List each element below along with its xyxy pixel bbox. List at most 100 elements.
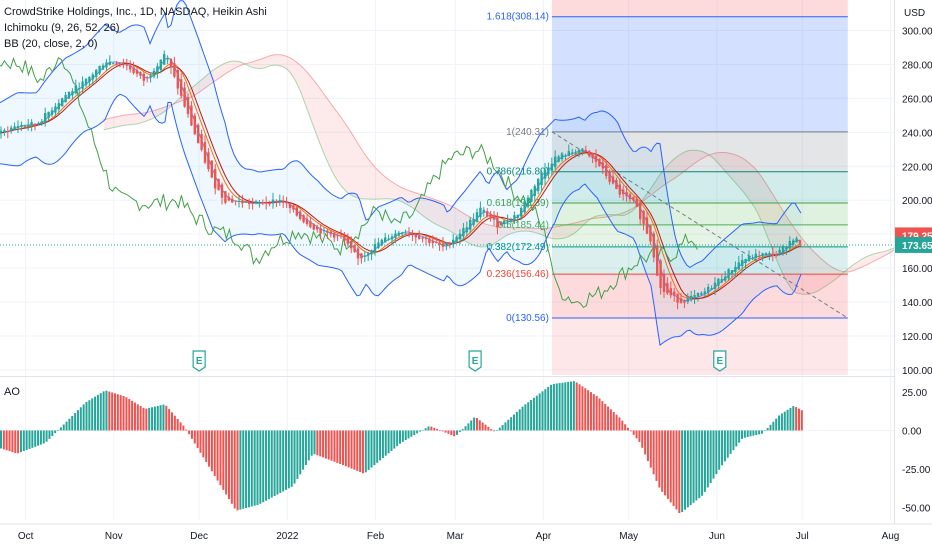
ao-bar <box>635 430 638 439</box>
candle-body <box>676 293 679 303</box>
ao-bar <box>595 395 598 431</box>
candle-body <box>441 243 445 247</box>
symbol-title[interactable]: CrowdStrike Holdings, Inc., 1D, NASDAQ, … <box>4 6 267 18</box>
ao-bar <box>783 411 786 431</box>
x-tick-label: Oct <box>18 531 34 542</box>
ao-bar <box>587 390 590 431</box>
candle-body <box>98 65 101 74</box>
candle-body <box>237 200 241 202</box>
candle-body <box>537 179 540 192</box>
ao-bar <box>344 430 347 467</box>
ao-bar <box>544 389 547 431</box>
ao-bar <box>316 430 319 456</box>
candle-body <box>407 233 411 235</box>
y-tick-label: 200.00 <box>902 196 932 207</box>
candle-body <box>792 240 795 245</box>
x-tick-label: Feb <box>367 531 385 542</box>
candle-body <box>227 196 230 201</box>
candle-body <box>543 169 547 179</box>
ao-bar <box>247 430 250 508</box>
candle-body <box>78 88 81 90</box>
ao-bar <box>359 430 362 473</box>
candle-body <box>605 165 608 177</box>
candle-body <box>200 134 203 150</box>
ao-bar <box>418 430 421 432</box>
ao-bar <box>396 430 399 447</box>
chikou-span <box>0 56 698 309</box>
candle-body <box>458 233 462 240</box>
ao-bar <box>686 430 689 508</box>
ao-bar <box>285 430 287 490</box>
candle-body <box>526 197 530 207</box>
candle-body <box>142 73 145 81</box>
ao-legend[interactable]: AO <box>4 386 20 398</box>
ao-bar <box>627 427 629 431</box>
candle-body <box>683 300 686 303</box>
candle-body <box>489 213 492 219</box>
ao-bar <box>552 383 555 431</box>
ao-bar <box>487 426 490 431</box>
candle-body <box>513 215 516 221</box>
ao-bar <box>205 430 208 463</box>
ao-bar <box>752 430 755 436</box>
ao-bar <box>444 430 447 433</box>
ao-bar <box>14 430 17 454</box>
candle-body <box>431 240 434 244</box>
ao-tick-label: -25.00 <box>902 465 931 476</box>
ao-bar <box>333 430 336 462</box>
candle-body <box>309 221 312 228</box>
bb-legend[interactable]: BB (20, close, 2, 0) <box>4 38 98 50</box>
ao-bar <box>131 400 134 431</box>
earnings-letter: E <box>472 356 479 367</box>
ao-bar <box>108 391 111 431</box>
ao-bar <box>370 430 373 468</box>
candle-body <box>234 200 237 202</box>
candle-body <box>125 64 128 66</box>
candle-body <box>679 298 683 303</box>
ao-bar <box>179 422 182 431</box>
candle-body <box>571 152 574 154</box>
ao-bar <box>293 430 296 484</box>
candle-body <box>265 202 268 204</box>
ao-bar <box>59 427 62 431</box>
ao-bar <box>698 430 701 499</box>
candle-body <box>302 215 305 223</box>
ao-bar <box>547 387 550 431</box>
ichimoku-legend[interactable]: Ichimoku (9, 26, 52, 26) <box>4 22 120 34</box>
bollinger-upper <box>0 0 802 268</box>
ao-bar <box>267 430 270 500</box>
ao-bar <box>62 424 65 431</box>
candle-body <box>231 198 234 203</box>
ao-bar <box>498 427 501 431</box>
ao-bar <box>279 430 282 493</box>
x-tick-label: Aug <box>882 531 900 542</box>
candle-body <box>57 103 60 110</box>
candle-body <box>448 244 451 246</box>
ao-bar <box>510 417 513 431</box>
candle-body <box>95 69 98 77</box>
ao-bar <box>136 404 139 431</box>
ao-bar <box>176 418 179 431</box>
x-tick-label: Jun <box>709 531 725 542</box>
candle-body <box>421 237 424 239</box>
y-tick-label: 300.00 <box>902 27 932 38</box>
ao-bar <box>199 430 202 453</box>
candle-body <box>608 170 611 182</box>
candle-body <box>33 123 37 125</box>
ao-bar <box>769 424 772 431</box>
ao-bar <box>216 430 219 481</box>
ao-bar <box>159 405 162 431</box>
ao-bar <box>350 430 353 469</box>
ao-bar <box>672 430 675 506</box>
ao-bar <box>51 430 54 436</box>
candle-body <box>91 74 94 80</box>
ao-bar <box>193 430 196 444</box>
candle-body <box>540 172 543 186</box>
ao-bar <box>379 430 382 461</box>
ao-bar <box>524 404 527 431</box>
ao-bar <box>495 430 498 431</box>
candle-body <box>16 126 20 128</box>
candle-body <box>533 186 536 197</box>
